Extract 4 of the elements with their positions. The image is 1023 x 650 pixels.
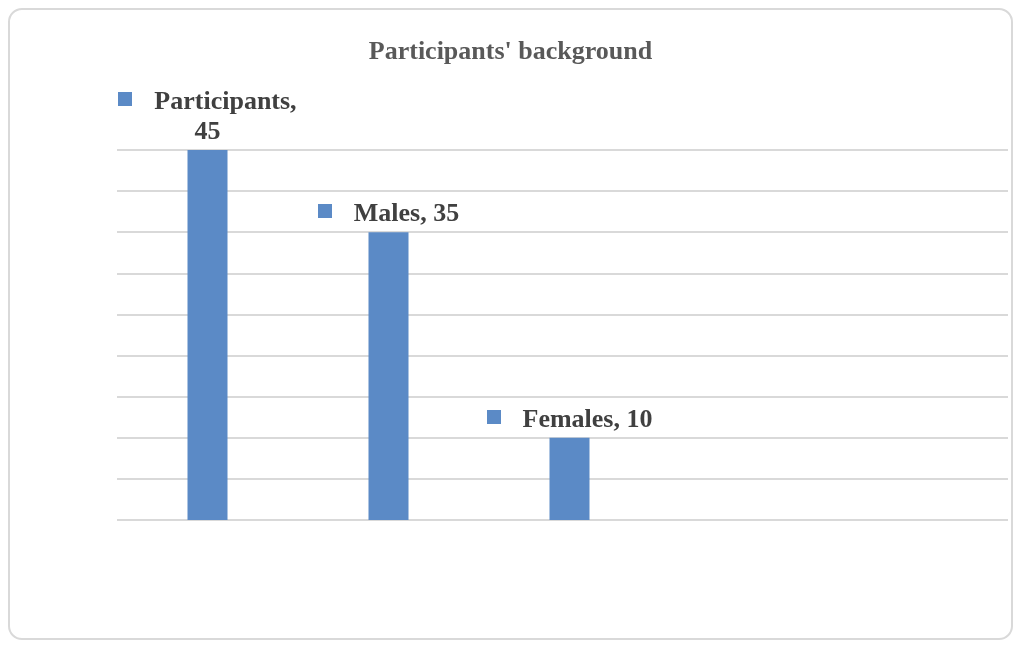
- data-label: Males, 35: [352, 198, 461, 229]
- data-label: Females, 10: [521, 403, 654, 434]
- data-label: Participants, 45: [153, 86, 298, 146]
- chart-title: Participants' background: [368, 35, 653, 65]
